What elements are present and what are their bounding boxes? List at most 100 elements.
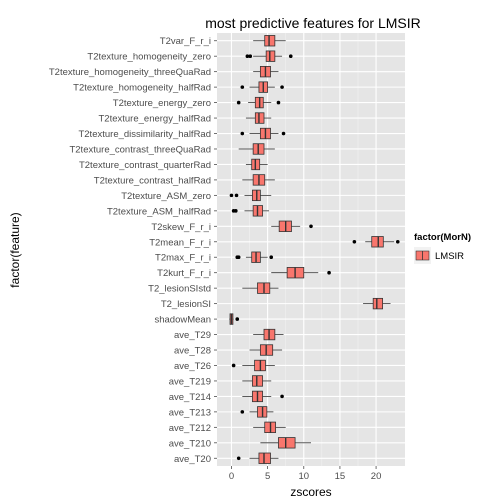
y-tick-label: shadowMean (154, 315, 211, 326)
y-tick-label: T2texture_energy_halfRad (99, 114, 212, 125)
y-tick-label: T2mean_F_r_i (149, 237, 211, 248)
box-T2max_F_r_i (235, 251, 274, 263)
y-tick-label: ave_T212 (169, 423, 211, 434)
outlier-point (281, 131, 286, 136)
box-T2texture_homogeneity_halfRad (240, 81, 284, 93)
outlier-point (240, 85, 245, 89)
box-shadowMean (229, 313, 240, 325)
y-tick-label: ave_T28 (174, 346, 211, 357)
outlier-point (269, 255, 274, 260)
box-T2texture_ASM_zero (229, 189, 272, 202)
box-T2_lesionSI (363, 297, 391, 310)
box-T2texture_ASM_halfRad (231, 205, 270, 217)
y-tick-label: T2texture_dissimilarity_halfRad (78, 129, 211, 140)
box-iqr (258, 452, 271, 464)
outlier-point (236, 255, 241, 260)
outlier-point (240, 410, 245, 414)
outlier-point (309, 224, 313, 229)
x-tick-label: 5 (265, 471, 270, 482)
outlier-point (235, 317, 240, 321)
x-tick-label: 20 (371, 471, 382, 482)
y-tick-label: ave_T210 (169, 438, 211, 449)
y-tick-label: T2texture_contrast_quarterRad (79, 160, 211, 171)
box-T2texture_contrast_quarterRad (245, 158, 268, 171)
box-T2skew_F_r_i (271, 220, 313, 232)
x-axis-title: zscores (290, 485, 331, 499)
box-T2texture_contrast_threeQuaRad (238, 143, 275, 155)
box-ave_T219 (242, 375, 272, 387)
box-ave_T210 (260, 437, 311, 449)
y-tick-label: ave_T214 (169, 392, 211, 403)
y-tick-label: T2texture_homogeneity_halfRad (73, 83, 211, 94)
y-tick-label: T2texture_homogeneity_zero (87, 52, 211, 63)
chart-title: most predictive features for LMSIR (205, 15, 421, 31)
y-axis-title: factor(feature) (8, 212, 22, 287)
outlier-point (240, 131, 245, 136)
box-iqr (264, 35, 276, 47)
y-tick-label: ave_T29 (174, 330, 211, 341)
x-tick-labels: 0 5 10 15 20 (229, 466, 382, 482)
box-T2texture_dissimilarity_halfRad (240, 127, 286, 140)
box-iqr (254, 112, 265, 124)
outlier-point (231, 363, 236, 368)
outlier-point (236, 456, 241, 461)
box-T2kurt_F_r_i (271, 267, 331, 279)
x-tick-label: 0 (229, 471, 234, 482)
box-T2texture_homogeneity_zero (245, 50, 293, 62)
outlier-point (229, 193, 234, 198)
y-tick-label: T2texture_contrast_threeQuaRad (69, 144, 211, 155)
outlier-point (236, 100, 241, 105)
y-tick-label: T2texture_homogeneity_threeQuaRad (49, 67, 211, 78)
outlier-point (352, 239, 357, 244)
box-ave_T28 (249, 344, 283, 356)
box-iqr (278, 437, 296, 449)
box-T2texture_energy_halfRad (245, 112, 272, 124)
outlier-point (327, 270, 331, 275)
box-T2texture_energy_zero (236, 96, 281, 109)
y-tick-labels: T2var_F_r_i T2texture_homogeneity_zero T2t… (49, 36, 217, 465)
outlier-point (276, 100, 281, 105)
box-ave_T20 (236, 452, 279, 464)
outlier-point (280, 85, 284, 89)
y-tick-label: T2skew_F_r_i (151, 222, 211, 233)
outlier-point (234, 193, 239, 198)
box-ave_T214 (242, 390, 284, 403)
box-ave_T26 (231, 359, 275, 372)
legend-title: factor(MorN) (414, 232, 471, 243)
box-T2texture_contrast_halfRad (242, 174, 275, 186)
y-tick-label: ave_T219 (169, 376, 211, 387)
y-tick-label: T2texture_ASM_zero (121, 191, 211, 202)
box-ave_T29 (253, 328, 284, 341)
y-tick-label: T2kurt_F_r_i (157, 268, 211, 279)
outlier-point (245, 54, 250, 58)
box-T2var_F_r_i (253, 35, 286, 47)
y-tick-label: T2max_F_r_i (155, 253, 211, 264)
outlier-point (288, 54, 293, 58)
outlier-point (234, 209, 238, 213)
outlier-point (395, 239, 400, 244)
legend-label: LMSIR (435, 251, 464, 262)
box-iqr (371, 236, 384, 248)
y-tick-label: ave_T213 (169, 407, 211, 418)
box-T2texture_homogeneity_threeQuaRad (253, 66, 279, 78)
box-T2mean_F_r_i (352, 236, 400, 248)
legend: factor(MorN) LMSIR (414, 232, 471, 264)
box-ave_T212 (253, 421, 286, 433)
y-tick-label: T2texture_ASM_halfRad (107, 206, 211, 217)
y-tick-label: T2texture_contrast_halfRad (94, 175, 211, 186)
box-iqr (265, 50, 276, 62)
box-iqr (252, 375, 263, 387)
y-tick-label: ave_T26 (174, 361, 211, 372)
box-T2_lesionSIstd (242, 282, 279, 294)
y-tick-label: T2_lesionSI (161, 299, 211, 310)
y-tick-label: T2texture_energy_zero (113, 98, 211, 109)
outlier-point (248, 54, 253, 58)
y-tick-label: T2var_F_r_i (160, 36, 211, 47)
x-tick-label: 10 (298, 471, 309, 482)
plot-panel (217, 33, 405, 466)
boxes-layer (229, 35, 400, 464)
x-tick-label: 15 (335, 471, 346, 482)
outlier-point (280, 394, 284, 399)
y-tick-label: ave_T20 (174, 454, 211, 465)
